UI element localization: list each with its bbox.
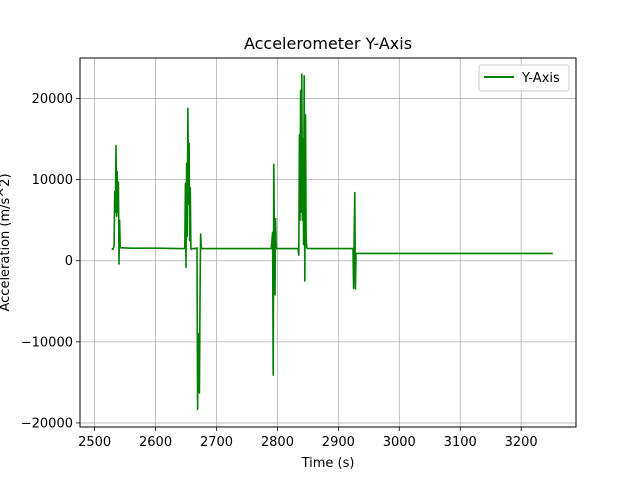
x-tick-label: 2600 [139,435,172,450]
legend: Y-Axis [478,64,570,92]
x-tick-label: 2500 [78,435,111,450]
y-axis: −20000 −10000 0 10000 20000 [21,92,80,431]
y-tick-label: 20000 [32,92,73,107]
grid-lines [80,58,576,427]
y-axis-label: Acceleration (m/s^2) [0,173,13,311]
x-tick-label: 3100 [444,435,477,450]
x-axis-label: Time (s) [301,456,355,471]
plot-frame [79,57,577,428]
series-line-y-axis [111,73,553,410]
y-tick-label: −10000 [21,335,73,350]
x-tick-label: 3000 [383,435,416,450]
y-tick-label: 0 [65,254,73,269]
chart-title: Accelerometer Y-Axis [244,34,412,53]
legend-label: Y-Axis [521,71,560,86]
series-layer [111,73,553,410]
legend-box [478,64,570,92]
y-tick-label: −20000 [21,416,73,431]
x-tick-label: 2700 [200,435,233,450]
y-tick-label: 10000 [32,173,73,188]
x-tick-label: 2800 [261,435,294,450]
x-tick-label: 3200 [505,435,538,450]
x-tick-label: 2900 [322,435,355,450]
x-axis: 2500 2600 2700 2800 2900 3000 3100 3200 [78,427,538,450]
